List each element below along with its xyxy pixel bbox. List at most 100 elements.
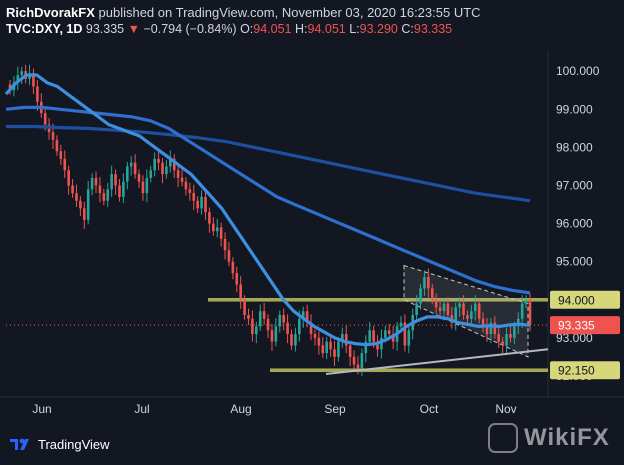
- price-tag-label: 94.000: [558, 293, 595, 307]
- candle-body: [239, 284, 242, 300]
- candle-body: [79, 200, 82, 209]
- publish-info: published on TradingView.com, November 0…: [98, 5, 481, 20]
- last-price: 93.335: [85, 22, 125, 36]
- candle-body: [333, 349, 336, 357]
- candle-body: [462, 303, 465, 316]
- trendline: [325, 348, 549, 376]
- candle-body: [387, 330, 391, 335]
- descending-channel: [403, 264, 529, 358]
- candle-body: [372, 330, 375, 342]
- candle-body: [391, 334, 395, 342]
- y-tick-label: 100.000: [556, 64, 600, 78]
- candle-body: [364, 341, 368, 354]
- ohlc-line: TVC:DXY, 1D 93.335 ▼ −0.794 (−0.84%) O:9…: [6, 21, 618, 38]
- high-label: H:: [295, 22, 308, 36]
- candle-body: [458, 303, 461, 308]
- wikifx-watermark: WikiFX: [488, 420, 610, 456]
- candle-body: [169, 158, 172, 167]
- candle-body: [497, 334, 501, 342]
- candle-body: [118, 185, 121, 197]
- moving-averages: [4, 73, 531, 347]
- y-tick-label: 98.000: [556, 140, 593, 154]
- candle-body: [133, 162, 137, 175]
- horizontal-levels: [6, 297, 548, 373]
- candle-body: [32, 73, 35, 87]
- candle-body: [137, 174, 141, 182]
- candle-body: [161, 162, 164, 175]
- candle-body: [442, 303, 446, 312]
- candle-body: [262, 311, 266, 319]
- candle-body: [172, 158, 176, 171]
- low-label: L:: [349, 22, 360, 36]
- candle-body: [528, 299, 532, 326]
- candle-body: [415, 303, 418, 316]
- candle-body: [196, 200, 199, 209]
- change-value: −0.794 (−0.84%): [143, 22, 237, 36]
- candle-body: [219, 227, 223, 239]
- time-axis[interactable]: Jun Jul Aug Sep Oct Nov: [32, 402, 516, 416]
- candle-body: [235, 273, 239, 285]
- candle-body: [145, 177, 149, 194]
- resistance-level: [208, 297, 548, 302]
- candle-body: [313, 334, 317, 338]
- y-tick-label: 95.000: [556, 255, 593, 269]
- ma-fast-line: [4, 73, 531, 347]
- tradingview-logo[interactable]: TradingView: [10, 433, 110, 455]
- candle-body: [110, 174, 113, 190]
- price-channel: [403, 264, 529, 358]
- candle-body: [247, 315, 250, 319]
- candle-body: [282, 315, 285, 323]
- candle-body: [430, 288, 434, 300]
- candle-body: [509, 334, 512, 338]
- candlestick-series: [8, 64, 532, 376]
- candle-body: [286, 322, 289, 335]
- candle-body: [71, 185, 74, 194]
- candle-body: [516, 318, 520, 327]
- author-name[interactable]: RichDvorakFX: [6, 5, 95, 20]
- y-tick-label: 97.000: [556, 179, 593, 193]
- ma-mid-line: [5, 105, 531, 295]
- level-price-tag: [550, 361, 620, 380]
- candle-body: [125, 166, 129, 182]
- candle-body: [215, 227, 219, 232]
- candle-body: [321, 345, 325, 354]
- x-tick-label: Sep: [324, 402, 346, 416]
- candle-body: [243, 299, 246, 316]
- open-label: O:: [240, 22, 254, 36]
- candle-body: [360, 353, 364, 369]
- candle-body: [43, 113, 47, 125]
- x-tick-label: Jun: [32, 402, 51, 416]
- candle-body: [180, 177, 184, 182]
- candle-body: [231, 261, 235, 274]
- candle-body: [485, 326, 489, 335]
- y-tick-label: 99.000: [556, 102, 593, 116]
- candle-body: [524, 299, 528, 304]
- candle-body: [188, 189, 192, 194]
- close-label: C:: [401, 22, 414, 36]
- candle-body: [36, 86, 39, 102]
- candle-body: [114, 174, 117, 186]
- price-axis[interactable]: 100.000 99.000 98.000 97.000 96.000 95.000 94.…: [556, 64, 600, 383]
- rising-trendline: [325, 348, 549, 376]
- candle-body: [204, 196, 207, 213]
- price-tag-label: 93.335: [558, 319, 595, 333]
- candle-body: [356, 364, 360, 369]
- candle-body: [337, 341, 340, 357]
- candle-body: [16, 75, 20, 83]
- open-value: 94.051: [253, 22, 292, 36]
- candle-body: [505, 334, 508, 346]
- candle-body: [348, 345, 352, 357]
- price-tag-label: 92.150: [558, 364, 595, 378]
- candle-body: [51, 132, 55, 140]
- candle-body: [290, 334, 293, 346]
- chart-header: RichDvorakFX published on TradingView.co…: [6, 4, 618, 38]
- candle-body: [184, 181, 188, 190]
- candle-body: [266, 318, 270, 331]
- candle-body: [473, 303, 477, 312]
- candle-body: [192, 193, 196, 201]
- candle-body: [423, 276, 426, 289]
- candle-body: [278, 315, 282, 327]
- candle-body: [129, 162, 133, 167]
- candle-body: [75, 193, 78, 201]
